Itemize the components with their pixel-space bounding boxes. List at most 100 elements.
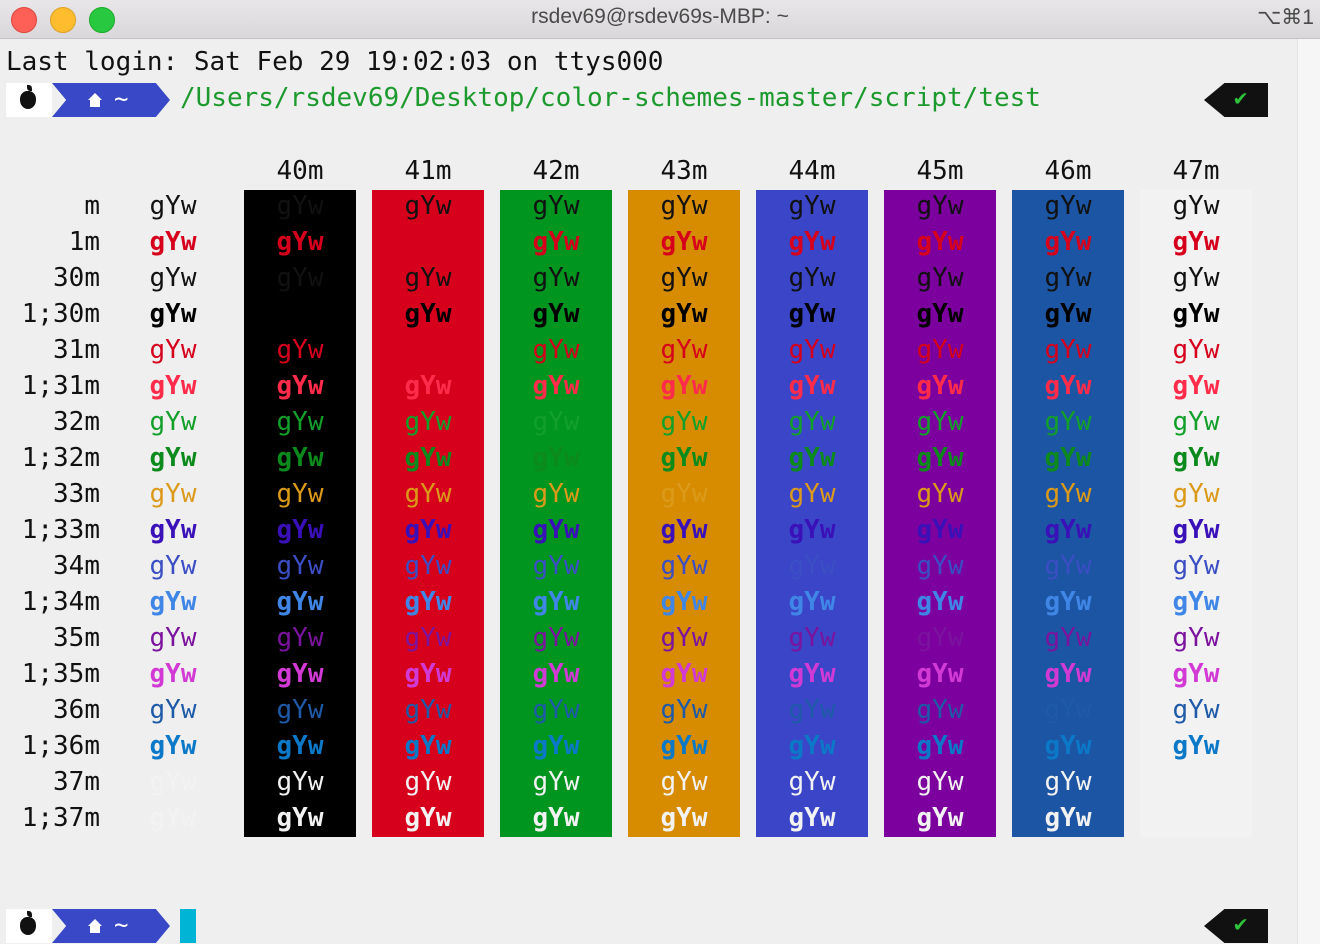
sample-cell: gYw: [916, 695, 964, 725]
minimize-button[interactable]: [50, 7, 76, 33]
sample-cell: gYw: [149, 335, 197, 365]
sample-cell: gYw: [404, 479, 452, 509]
column-header: 41m: [404, 156, 452, 186]
sample-cell: gYw: [1172, 587, 1220, 617]
column-header: 47m: [1172, 156, 1220, 186]
sample-cell: gYw: [1172, 335, 1220, 365]
sample-cell: gYw: [1044, 191, 1092, 221]
sample-cell: gYw: [916, 263, 964, 293]
check-icon: ✔: [1234, 912, 1248, 937]
prompt: ~ /Users/rsdev69/Desktop/color-schemes-m…: [6, 83, 1268, 117]
sample-cell: gYw: [660, 407, 708, 437]
sample-cell: gYw: [276, 767, 324, 797]
sample-cell: gYw: [916, 407, 964, 437]
row-label: 36m: [53, 695, 100, 725]
sample-cell: gYw: [1044, 623, 1092, 653]
sample-cell: gYw: [916, 443, 964, 473]
sample-cell: gYw: [532, 443, 580, 473]
prompt-current: ~ ✔: [6, 909, 1268, 943]
sample-cell: gYw: [1172, 695, 1220, 725]
sample-cell: gYw: [660, 479, 708, 509]
sample-cell: gYw: [149, 515, 197, 545]
home-segment: ~: [52, 83, 170, 117]
sample-cell: gYw: [1172, 803, 1220, 833]
sample-cell: gYw: [149, 551, 197, 581]
sample-cell: gYw: [276, 371, 324, 401]
sample-cell: gYw: [1172, 515, 1220, 545]
bg-column-40m: [244, 190, 356, 837]
row-label: 37m: [53, 767, 100, 797]
row-label: 35m: [53, 623, 100, 653]
sample-cell: gYw: [149, 263, 197, 293]
sample-cell: gYw: [1044, 803, 1092, 833]
zoom-button[interactable]: [89, 7, 115, 33]
sample-cell: gYw: [660, 299, 708, 329]
sample-cell: gYw: [660, 443, 708, 473]
sample-cell: gYw: [1172, 407, 1220, 437]
home-tilde: ~: [114, 911, 129, 939]
sample-cell: gYw: [788, 443, 836, 473]
sample-cell: gYw: [660, 695, 708, 725]
sample-cell: gYw: [532, 587, 580, 617]
sample-cell: gYw: [1044, 443, 1092, 473]
home-tilde: ~: [114, 85, 129, 113]
sample-cell: gYw: [149, 587, 197, 617]
bg-column-41m: [372, 190, 484, 837]
sample-cell: gYw: [916, 299, 964, 329]
sample-cell: gYw: [532, 227, 580, 257]
sample-cell: gYw: [1044, 407, 1092, 437]
sample-cell: gYw: [149, 443, 197, 473]
sample-cell: gYw: [788, 767, 836, 797]
sample-cell: gYw: [404, 659, 452, 689]
sample-cell: gYw: [660, 767, 708, 797]
row-label: 1;32m: [21, 443, 100, 473]
sample-cell: gYw: [788, 515, 836, 545]
row-label: 34m: [53, 551, 100, 581]
sample-cell: gYw: [276, 263, 324, 293]
sample-cell: gYw: [1044, 335, 1092, 365]
column-header: 46m: [1044, 156, 1092, 186]
row-label: 1;31m: [21, 371, 100, 401]
sample-cell: gYw: [788, 803, 836, 833]
sample-cell: gYw: [660, 551, 708, 581]
sample-cell: gYw: [532, 371, 580, 401]
sample-cell: gYw: [404, 407, 452, 437]
sample-cell: gYw: [532, 767, 580, 797]
row-label: 30m: [53, 263, 100, 293]
sample-cell: gYw: [916, 515, 964, 545]
sample-cell: gYw: [276, 191, 324, 221]
sample-cell: gYw: [532, 623, 580, 653]
window-shortcut: ⌥⌘1: [1257, 6, 1314, 29]
scrollbar[interactable]: [1297, 39, 1320, 944]
sample-cell: gYw: [660, 803, 708, 833]
sample-cell: gYw: [916, 731, 964, 761]
sample-cell: gYw: [532, 515, 580, 545]
close-button[interactable]: [11, 7, 37, 33]
sample-cell: gYw: [276, 623, 324, 653]
prompt-path: /Users/rsdev69/Desktop/color-schemes-mas…: [180, 83, 1041, 113]
sample-cell: gYw: [788, 299, 836, 329]
sample-cell: gYw: [660, 191, 708, 221]
terminal-content[interactable]: Last login: Sat Feb 29 19:02:03 on ttys0…: [0, 39, 1298, 944]
sample-cell: gYw: [916, 767, 964, 797]
sample-cell: gYw: [276, 299, 324, 329]
sample-cell: gYw: [1044, 695, 1092, 725]
sample-cell: gYw: [276, 335, 324, 365]
sample-cell: gYw: [788, 479, 836, 509]
sample-cell: gYw: [404, 587, 452, 617]
sample-cell: gYw: [149, 731, 197, 761]
sample-cell: gYw: [1044, 587, 1092, 617]
sample-cell: gYw: [404, 263, 452, 293]
sample-cell: gYw: [404, 227, 452, 257]
sample-cell: gYw: [149, 407, 197, 437]
sample-cell: gYw: [1172, 371, 1220, 401]
sample-cell: gYw: [532, 731, 580, 761]
sample-cell: gYw: [1172, 731, 1220, 761]
bg-column-46m: [1012, 190, 1124, 837]
sample-cell: gYw: [276, 587, 324, 617]
sample-cell: gYw: [149, 623, 197, 653]
sample-cell: gYw: [404, 731, 452, 761]
sample-cell: gYw: [660, 335, 708, 365]
sample-cell: gYw: [532, 299, 580, 329]
sample-cell: gYw: [1172, 479, 1220, 509]
